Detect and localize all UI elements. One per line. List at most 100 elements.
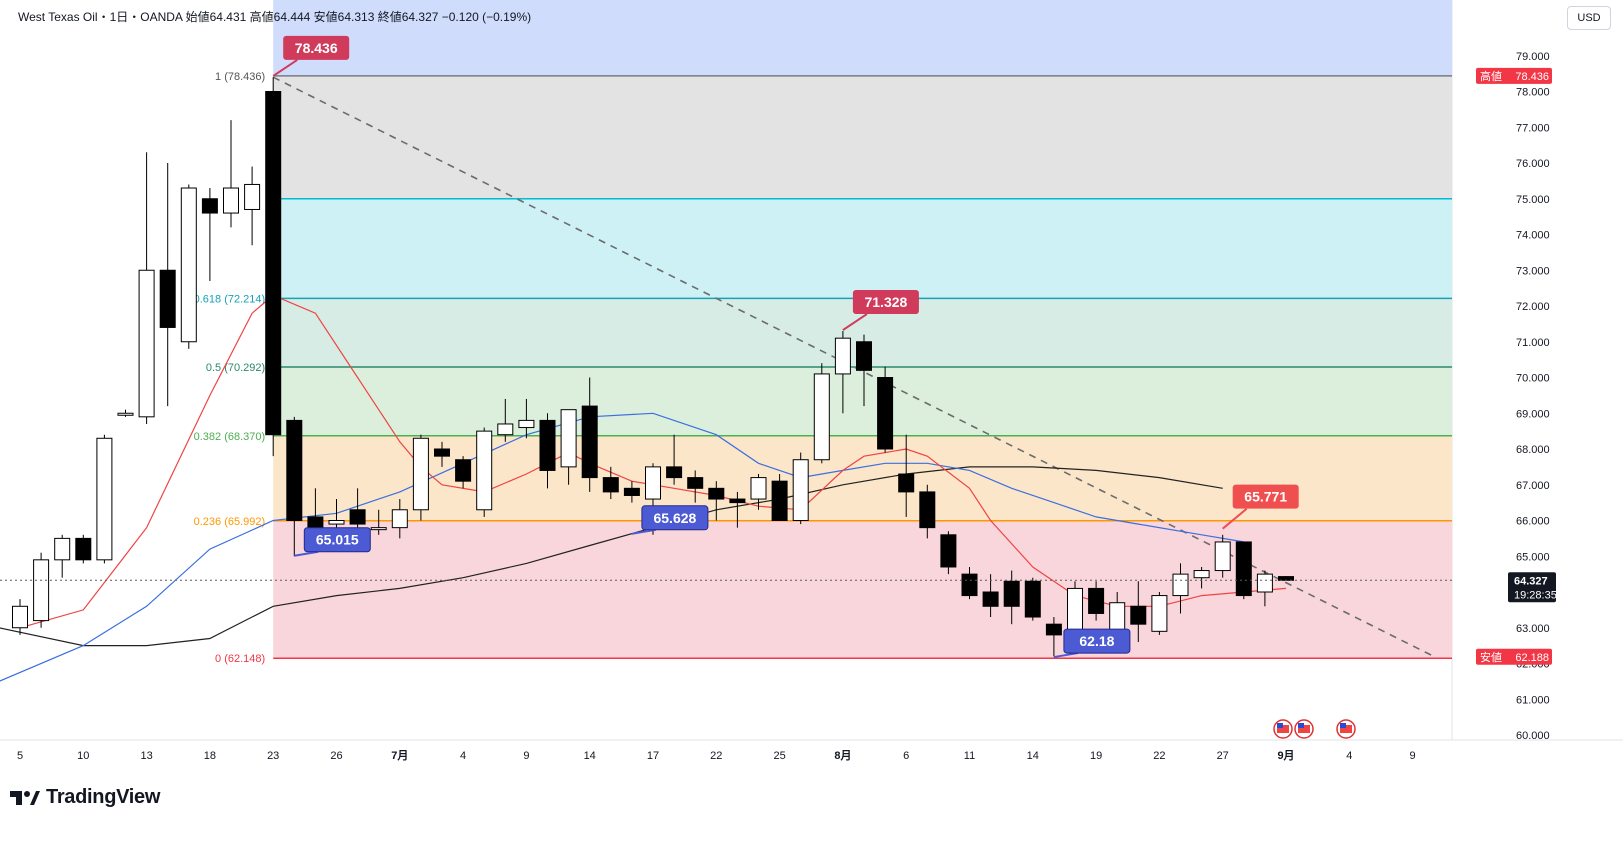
flag-stripes [1298, 725, 1310, 733]
fib-level-label: 1 (78.436) [215, 71, 265, 83]
candle-body [898, 473, 915, 493]
candle [1193, 566, 1210, 589]
candle [138, 152, 155, 424]
candle [771, 474, 788, 521]
candle [1172, 563, 1189, 614]
candle-body [96, 437, 113, 561]
x-tick-label: 26 [330, 750, 342, 762]
y-tick-label: 66.000 [1516, 516, 1550, 528]
candle-body [1172, 573, 1189, 597]
candle-body [961, 573, 978, 597]
candle-body [919, 491, 936, 529]
y-tick-label: 61.000 [1516, 694, 1550, 706]
candle-body [645, 466, 661, 500]
candle [1151, 592, 1168, 635]
candle-body [265, 91, 282, 436]
countdown-label: 19:28:35 [1514, 589, 1557, 601]
callout-value: 65.771 [1244, 489, 1287, 505]
candle [370, 509, 387, 535]
candle [919, 484, 936, 539]
candle [961, 566, 978, 600]
candle-body [539, 419, 556, 471]
fib-level-label: 0.5 (70.292) [206, 362, 265, 374]
x-tick-label: 22 [1153, 750, 1165, 762]
candle [117, 409, 134, 417]
x-tick-label: 5 [17, 750, 23, 762]
x-tick-label: 10 [77, 750, 89, 762]
candle-body [581, 405, 598, 479]
y-tick-label: 65.000 [1516, 551, 1550, 563]
candle [1235, 541, 1252, 600]
candle [666, 434, 683, 485]
candle-body [750, 477, 767, 500]
candle [898, 434, 915, 517]
candle-body [1235, 541, 1252, 597]
candle-body [412, 437, 429, 511]
price-callout: 65.015 [294, 527, 371, 557]
candle [180, 184, 197, 349]
candle-body [1214, 541, 1231, 572]
x-tick-label: 6 [903, 750, 909, 762]
x-tick-label: 18 [204, 750, 216, 762]
x-tick-label: 8月 [834, 749, 851, 762]
candle-body [497, 423, 514, 436]
candle-body [771, 480, 788, 521]
fib-level-label: 0 (62.148) [215, 653, 265, 665]
y-tick-label: 77.000 [1516, 122, 1550, 134]
callout-pointer [842, 313, 868, 331]
fib-zone-1 [273, 75, 1453, 199]
badge-label: 安値 [1480, 650, 1502, 664]
candle [391, 499, 408, 539]
candle [286, 416, 303, 557]
candle [412, 434, 429, 521]
brand-wordmark: TradingView [46, 786, 161, 808]
callout-box [641, 505, 709, 531]
candle-body [1003, 580, 1020, 607]
candle [1003, 570, 1020, 625]
y-tick-label: 63.000 [1516, 623, 1550, 635]
fib-zone-2 [273, 198, 1453, 299]
ma-blue-line [0, 412, 1244, 682]
price-callout: 65.628 [631, 505, 709, 535]
candle [244, 166, 261, 246]
candle-body [834, 337, 851, 375]
candle-body [982, 591, 999, 607]
low-price-badge: 安値 62.188 [1476, 648, 1552, 665]
x-tick-label: 9 [523, 750, 529, 762]
x-tick-label: 25 [773, 750, 785, 762]
y-tick-label: 67.000 [1516, 480, 1550, 492]
candle [729, 491, 746, 528]
tradingview-mark-icon [10, 790, 40, 805]
candle [750, 474, 767, 510]
callout-box [1063, 628, 1131, 654]
x-tick-label: 9月 [1277, 749, 1294, 762]
candle-body [813, 373, 830, 461]
candle-body [1193, 570, 1210, 579]
price-callout: 65.771 [1222, 484, 1299, 530]
candle [1256, 570, 1273, 607]
candle-body [12, 605, 28, 629]
candle-body [201, 198, 218, 214]
x-tick-label: 27 [1217, 750, 1229, 762]
candle [497, 398, 514, 442]
candle-body [370, 527, 387, 531]
x-tick-label: 11 [964, 750, 975, 762]
ma-black-line [0, 466, 1223, 647]
candle-body [1024, 580, 1041, 618]
fib-zone-6 [273, 520, 1453, 659]
candle [623, 481, 640, 503]
candle [159, 163, 176, 407]
us-event-flag-icon [1336, 719, 1356, 739]
candle-body [1256, 573, 1273, 593]
candle [201, 188, 218, 281]
x-tick-label: 4 [1346, 750, 1352, 762]
candle [687, 470, 704, 503]
currency-button[interactable]: USD [1567, 6, 1611, 30]
price-callout: 78.436 [272, 35, 350, 77]
candle-body [138, 269, 155, 418]
badge-bg [1476, 67, 1552, 84]
callout-pointer [294, 550, 319, 557]
us-event-flag-icon [1294, 719, 1314, 739]
